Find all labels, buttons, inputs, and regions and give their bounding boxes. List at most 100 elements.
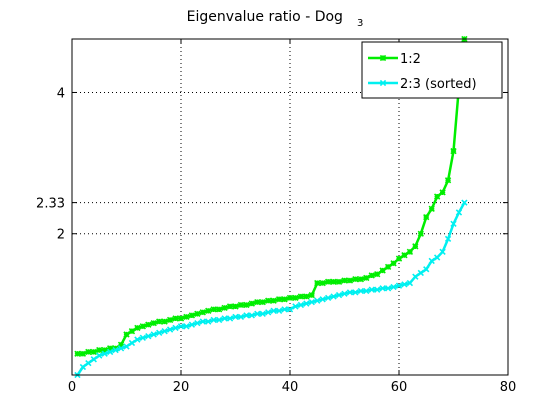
data-point-0 <box>150 319 157 327</box>
data-point-0 <box>363 274 370 282</box>
data-point-0 <box>374 271 381 278</box>
data-point-1 <box>172 324 179 332</box>
x-tick-label: 60 <box>391 380 408 395</box>
data-point-1 <box>439 248 446 256</box>
data-point-0 <box>357 276 365 283</box>
data-point-1 <box>428 257 435 265</box>
data-point-0 <box>450 147 457 155</box>
data-point-0 <box>254 298 261 306</box>
data-point-0 <box>368 272 375 279</box>
data-point-0 <box>335 278 343 285</box>
chart-title-main: Eigenvalue ratio - Dog <box>187 9 343 25</box>
data-point-1 <box>145 332 152 340</box>
data-point-1 <box>166 326 174 333</box>
data-point-1 <box>177 323 185 330</box>
data-point-0 <box>177 315 185 322</box>
data-point-1 <box>461 199 468 206</box>
y-tick-label: 2 <box>57 228 65 243</box>
data-point-0 <box>330 278 337 285</box>
data-point-1 <box>79 363 87 371</box>
data-point-1 <box>85 359 92 367</box>
data-point-0 <box>390 260 397 267</box>
data-point-1 <box>374 286 381 293</box>
data-point-1 <box>450 220 457 227</box>
data-point-1 <box>297 301 305 309</box>
data-point-0 <box>79 350 87 357</box>
x-tick-label: 0 <box>68 380 76 395</box>
data-point-1 <box>346 289 354 296</box>
chart-title: Eigenvalue ratio - Dog 3 <box>187 9 364 29</box>
data-point-0 <box>308 291 315 299</box>
data-point-0 <box>292 294 299 302</box>
data-point-0 <box>428 205 435 212</box>
data-point-1 <box>455 209 463 216</box>
data-point-0 <box>265 297 272 304</box>
data-point-1 <box>308 298 315 306</box>
data-point-0 <box>270 297 277 304</box>
data-point-0 <box>74 350 81 357</box>
data-point-1 <box>363 287 370 295</box>
data-point-1 <box>112 346 119 354</box>
data-point-1 <box>117 345 125 352</box>
legend-box <box>361 41 503 99</box>
data-point-0 <box>379 267 386 274</box>
data-point-0 <box>117 341 125 348</box>
data-point-0 <box>161 318 168 325</box>
data-point-0 <box>205 307 212 315</box>
data-point-0 <box>384 263 392 271</box>
data-point-0 <box>90 348 97 356</box>
data-point-1 <box>335 291 343 299</box>
data-point-1 <box>248 312 256 319</box>
data-point-0 <box>123 331 130 338</box>
data-point-0 <box>232 303 239 310</box>
data-point-1 <box>161 327 168 335</box>
data-point-1 <box>324 294 332 302</box>
data-point-0 <box>183 313 190 321</box>
data-point-1 <box>254 310 261 318</box>
data-point-0 <box>346 277 354 284</box>
data-point-1 <box>330 293 337 300</box>
data-point-1 <box>199 318 206 325</box>
data-point-1 <box>352 289 359 296</box>
data-point-0 <box>417 230 424 237</box>
data-point-1 <box>90 356 97 363</box>
data-point-0 <box>319 279 326 287</box>
data-point-0 <box>324 278 332 285</box>
data-point-1 <box>150 331 157 338</box>
data-point-0 <box>423 213 430 221</box>
y-tick-label: 2.33 <box>36 197 65 212</box>
data-point-1 <box>194 319 201 327</box>
data-point-0 <box>439 189 446 196</box>
data-point-1 <box>395 282 403 289</box>
x-tick-label: 20 <box>173 380 190 395</box>
data-point-1 <box>139 334 147 342</box>
data-point-0 <box>297 293 305 300</box>
data-point-1 <box>259 310 266 318</box>
data-point-1 <box>134 336 141 343</box>
data-point-1 <box>156 329 163 336</box>
data-point-1 <box>123 343 130 350</box>
data-point-1 <box>183 323 190 330</box>
legend-marker-1 <box>379 79 387 87</box>
data-point-0 <box>96 346 103 354</box>
data-point-1 <box>341 290 348 297</box>
data-point-1 <box>368 286 375 293</box>
data-point-1 <box>303 300 310 307</box>
x-tick-label: 40 <box>282 380 299 395</box>
data-point-0 <box>303 293 310 300</box>
data-point-1 <box>106 348 114 356</box>
data-point-0 <box>166 316 174 324</box>
data-point-1 <box>292 303 299 310</box>
data-point-1 <box>205 318 212 325</box>
data-point-0 <box>112 345 119 352</box>
data-point-0 <box>172 315 179 322</box>
data-point-0 <box>433 193 441 200</box>
data-point-0 <box>85 348 92 356</box>
data-point-0 <box>106 345 114 352</box>
data-point-0 <box>314 279 321 287</box>
data-point-0 <box>139 323 147 330</box>
data-point-1 <box>379 285 386 292</box>
data-point-1 <box>444 235 452 243</box>
data-point-0 <box>194 310 201 318</box>
